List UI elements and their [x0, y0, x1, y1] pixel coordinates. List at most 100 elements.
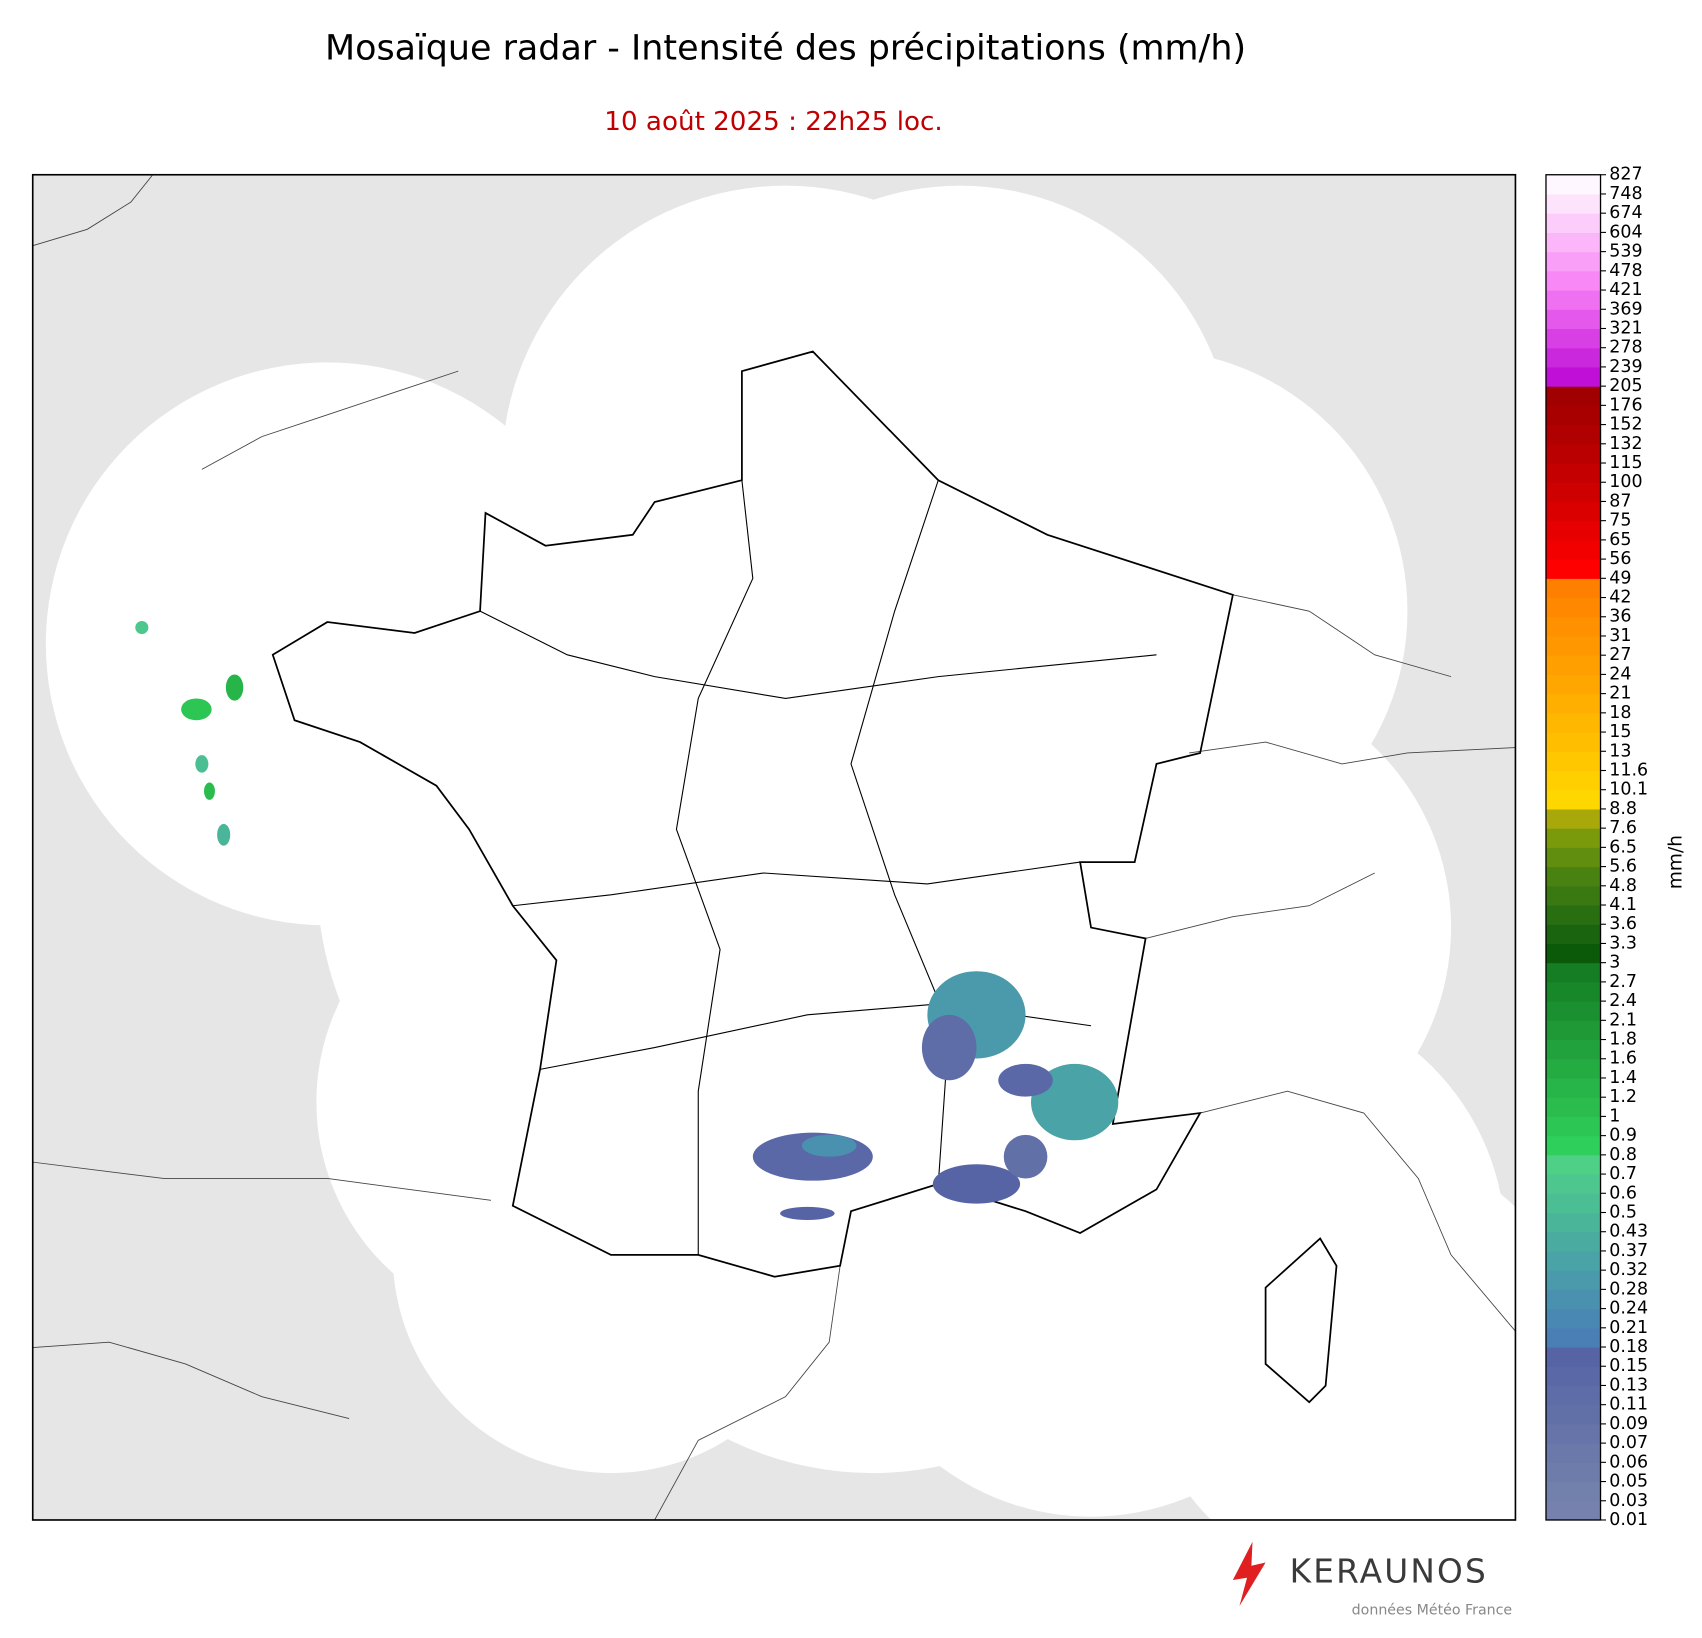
- colorbar-segment: [1545, 1443, 1601, 1463]
- colorbar-label: mm/h: [1665, 835, 1686, 889]
- colorbar-segment: [1545, 905, 1601, 925]
- colorbar-tick-label: 176: [1609, 395, 1642, 415]
- colorbar-tick-label: 0.01: [1609, 1510, 1648, 1530]
- colorbar-tick-label: 0.07: [1609, 1433, 1648, 1453]
- colorbar-tick-label: 0.18: [1609, 1337, 1648, 1357]
- colorbar-segment: [1545, 520, 1601, 541]
- colorbar-segment: [1545, 1058, 1601, 1079]
- colorbar-tick-label: 65: [1609, 530, 1631, 550]
- colorbar-tick-label: 2.1: [1609, 1010, 1637, 1030]
- colorbar-tick-label: 539: [1609, 242, 1642, 262]
- colorbar-segment: [1545, 1250, 1601, 1271]
- colorbar-segment: [1545, 597, 1601, 618]
- colorbar-segment: [1545, 328, 1601, 349]
- colorbar: 0.010.030.050.060.070.090.110.130.150.18…: [1545, 165, 1648, 1530]
- colorbar-tick-label: 239: [1609, 357, 1642, 377]
- colorbar-segment: [1545, 1097, 1601, 1117]
- colorbar-segment: [1545, 1174, 1601, 1194]
- colorbar-segment: [1545, 828, 1601, 848]
- colorbar-tick-label: 24: [1609, 664, 1631, 684]
- colorbar-tick-label: 152: [1609, 415, 1642, 435]
- map-frame: [31, 173, 1517, 1521]
- colorbar-segment: [1545, 808, 1601, 829]
- colorbar-tick-label: 0.05: [1609, 1472, 1648, 1492]
- precipitation: [135, 620, 1119, 1220]
- colorbar-segment: [1545, 1231, 1601, 1252]
- colorbar-tick-label: 31: [1609, 626, 1631, 646]
- colorbar-segment: [1545, 943, 1601, 964]
- colorbar-segment: [1545, 1135, 1601, 1156]
- colorbar-tick-label: 3.3: [1609, 933, 1637, 953]
- neighbour-borders: [32, 174, 1516, 1520]
- colorbar-tick-label: 0.37: [1609, 1241, 1648, 1261]
- colorbar-tick-label: 0.32: [1609, 1260, 1648, 1280]
- colorbar-tick-label: 604: [1609, 222, 1642, 242]
- colorbar-tick-label: 1.4: [1609, 1068, 1637, 1088]
- colorbar-tick-label: 0.15: [1609, 1356, 1648, 1376]
- colorbar-tick-label: 278: [1609, 338, 1642, 358]
- colorbar-tick-label: 5.6: [1609, 857, 1637, 877]
- colorbar-tick-label: 7.6: [1609, 818, 1637, 838]
- colorbar-segment: [1545, 924, 1601, 945]
- radar-coverage: [45, 185, 1516, 1520]
- colorbar-segment: [1545, 1500, 1601, 1521]
- colorbar-segment: [1545, 232, 1601, 253]
- colorbar-segment: [1545, 1385, 1601, 1406]
- colorbar-tick-label: 827: [1609, 165, 1642, 185]
- colorbar-tick-label: 0.09: [1609, 1414, 1648, 1434]
- colorbar-segment: [1545, 789, 1601, 810]
- map: [32, 174, 1516, 1520]
- colorbar-tick-label: 421: [1609, 280, 1642, 300]
- colorbar-tick-label: 0.7: [1609, 1164, 1637, 1184]
- colorbar-segment: [1545, 270, 1601, 291]
- colorbar-tick-label: 0.11: [1609, 1395, 1648, 1415]
- colorbar-tick-label: 4.8: [1609, 876, 1637, 896]
- colorbar-segment: [1545, 251, 1601, 272]
- colorbar-tick-label: 100: [1609, 472, 1642, 492]
- colorbar-tick-label: 0.24: [1609, 1299, 1648, 1319]
- colorbar-segment: [1545, 1308, 1601, 1329]
- colorbar-tick-label: 27: [1609, 645, 1631, 665]
- colorbar-tick-label: 49: [1609, 568, 1631, 588]
- colorbar-segment: [1545, 539, 1601, 560]
- colorbar-segment: [1545, 981, 1601, 1002]
- colorbar-segment: [1545, 290, 1601, 310]
- colorbar-tick-label: 132: [1609, 434, 1642, 454]
- colorbar-segment: [1545, 1039, 1601, 1060]
- colorbar-tick-label: 13: [1609, 741, 1631, 761]
- colorbar-tick-label: 369: [1609, 299, 1642, 319]
- colorbar-tick-label: 0.6: [1609, 1183, 1637, 1203]
- colorbar-segment: [1545, 193, 1601, 214]
- colorbar-tick-label: 205: [1609, 376, 1642, 396]
- colorbar-segment: [1545, 1193, 1601, 1214]
- colorbar-segment: [1545, 751, 1601, 772]
- colorbar-tick-label: 87: [1609, 491, 1631, 511]
- colorbar-segment: [1545, 1327, 1601, 1348]
- colorbar-segment: [1545, 1481, 1601, 1502]
- colorbar-tick-label: 3: [1609, 953, 1620, 973]
- title: Mosaïque radar - Intensité des précipita…: [325, 28, 1246, 68]
- colorbar-tick-label: 36: [1609, 607, 1631, 627]
- colorbar-segment: [1545, 1116, 1601, 1137]
- colorbar-segment: [1545, 463, 1601, 483]
- colorbar-tick-label: 0.43: [1609, 1222, 1648, 1242]
- colorbar-tick-label: 748: [1609, 184, 1642, 204]
- colorbar-segment: [1545, 616, 1601, 637]
- colorbar-segment: [1545, 174, 1601, 195]
- colorbar-segment: [1545, 347, 1601, 368]
- colorbar-tick-label: 0.8: [1609, 1145, 1637, 1165]
- colorbar-segment: [1545, 424, 1601, 445]
- colorbar-segment: [1545, 635, 1601, 656]
- colorbar-segment: [1545, 1423, 1601, 1444]
- logo-bolt: [1232, 1541, 1266, 1607]
- colorbar-segment: [1545, 674, 1601, 695]
- colorbar-tick-label: 11.6: [1609, 760, 1648, 780]
- colorbar-tick-label: 2.4: [1609, 991, 1637, 1011]
- colorbar-segment: [1545, 770, 1601, 791]
- colorbar-segment: [1545, 1154, 1601, 1175]
- colorbar-tick-label: 1.2: [1609, 1087, 1637, 1107]
- colorbar-segment: [1545, 578, 1601, 599]
- colorbar-segment: [1545, 847, 1601, 868]
- colorbar-tick-label: 6.5: [1609, 837, 1637, 857]
